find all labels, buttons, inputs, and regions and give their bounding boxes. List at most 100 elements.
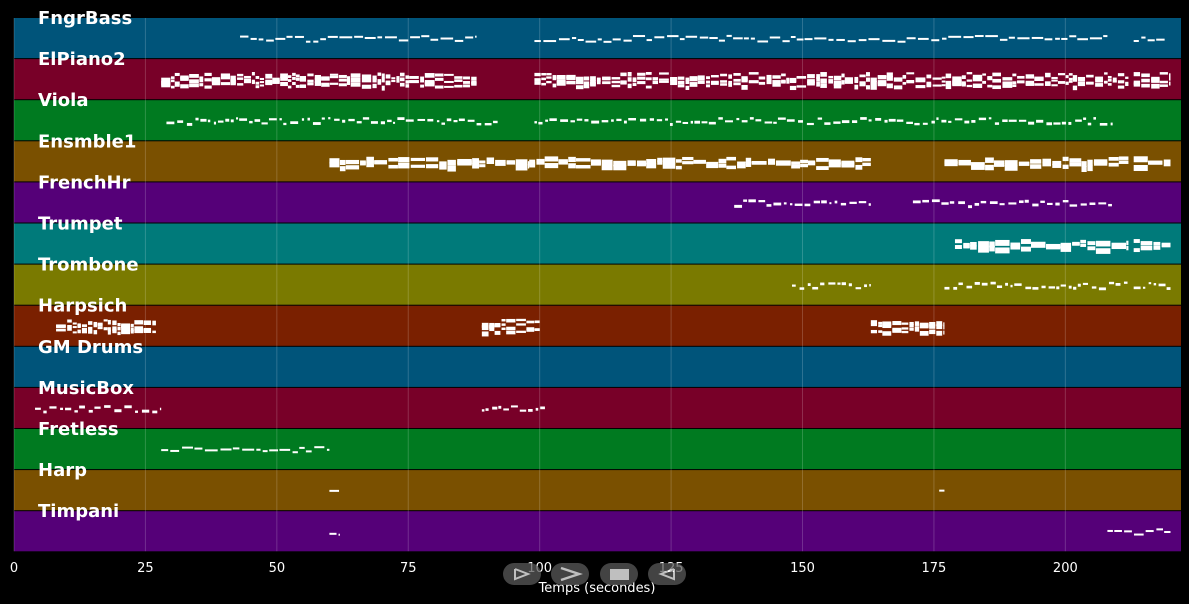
note <box>1115 282 1121 286</box>
note <box>682 161 694 165</box>
note <box>710 80 719 84</box>
note <box>971 162 985 167</box>
note <box>844 80 853 84</box>
note <box>529 161 536 168</box>
note <box>1051 76 1058 79</box>
note <box>792 284 796 287</box>
note <box>77 324 81 328</box>
note <box>833 121 841 124</box>
note <box>279 118 282 121</box>
note <box>992 72 1001 77</box>
note <box>996 285 1003 288</box>
note <box>670 81 678 86</box>
note <box>88 329 93 334</box>
note <box>766 77 772 82</box>
note <box>195 117 199 121</box>
note <box>268 118 277 121</box>
note <box>789 85 797 91</box>
note <box>745 157 752 163</box>
note <box>299 78 307 82</box>
note <box>397 117 405 121</box>
play-button[interactable] <box>503 563 541 585</box>
note <box>590 160 601 166</box>
track-notes <box>161 446 330 454</box>
note <box>966 72 973 75</box>
note <box>682 156 694 161</box>
note <box>570 120 575 123</box>
note <box>1068 73 1073 76</box>
note <box>906 79 915 83</box>
note <box>590 76 596 81</box>
note <box>974 35 984 38</box>
note <box>1110 122 1113 126</box>
note <box>515 159 528 166</box>
note <box>1034 76 1044 80</box>
note <box>814 37 827 40</box>
note <box>387 119 392 123</box>
stop-button[interactable] <box>600 563 638 585</box>
note <box>757 40 769 43</box>
note <box>995 239 1010 246</box>
note <box>283 122 287 126</box>
note <box>534 320 540 324</box>
note <box>546 73 552 76</box>
note <box>516 330 526 333</box>
note <box>453 120 458 123</box>
note <box>299 76 307 80</box>
note <box>791 161 801 165</box>
note <box>751 160 767 165</box>
note <box>501 323 506 326</box>
note <box>963 36 974 39</box>
note <box>948 120 952 123</box>
note <box>656 119 663 122</box>
note <box>409 75 419 79</box>
track-label: Trumpet <box>38 214 123 235</box>
note <box>1065 81 1069 85</box>
playback-controls <box>503 563 689 587</box>
note <box>372 78 377 83</box>
note <box>675 120 682 123</box>
note <box>305 40 311 43</box>
note <box>886 72 893 78</box>
note <box>1169 76 1171 81</box>
note <box>1042 158 1052 164</box>
note <box>97 326 103 330</box>
note <box>583 81 590 86</box>
note <box>860 117 867 120</box>
play-icon <box>514 568 531 581</box>
note <box>345 159 360 165</box>
note <box>852 120 858 124</box>
note <box>1008 119 1017 122</box>
note <box>623 39 632 42</box>
rewind-button[interactable] <box>648 563 686 585</box>
note <box>772 80 781 84</box>
note <box>777 117 786 120</box>
note <box>350 82 361 87</box>
note <box>239 118 248 121</box>
note <box>174 72 180 77</box>
note <box>329 82 339 85</box>
note <box>858 39 867 42</box>
note <box>1069 158 1082 163</box>
note <box>601 159 613 166</box>
note <box>549 118 557 122</box>
note <box>690 120 694 124</box>
note <box>1117 85 1125 89</box>
note <box>255 81 260 85</box>
note <box>338 533 340 536</box>
note <box>541 82 546 86</box>
note <box>1158 283 1166 287</box>
note <box>374 160 388 165</box>
note <box>1098 202 1107 205</box>
note <box>709 37 718 40</box>
note <box>1018 161 1030 166</box>
forward-button[interactable] <box>551 563 589 585</box>
note <box>1151 78 1160 83</box>
note <box>870 329 878 334</box>
note <box>601 164 613 171</box>
track-band <box>14 305 1181 346</box>
note <box>798 120 804 123</box>
note <box>65 407 72 411</box>
note <box>1159 72 1168 75</box>
